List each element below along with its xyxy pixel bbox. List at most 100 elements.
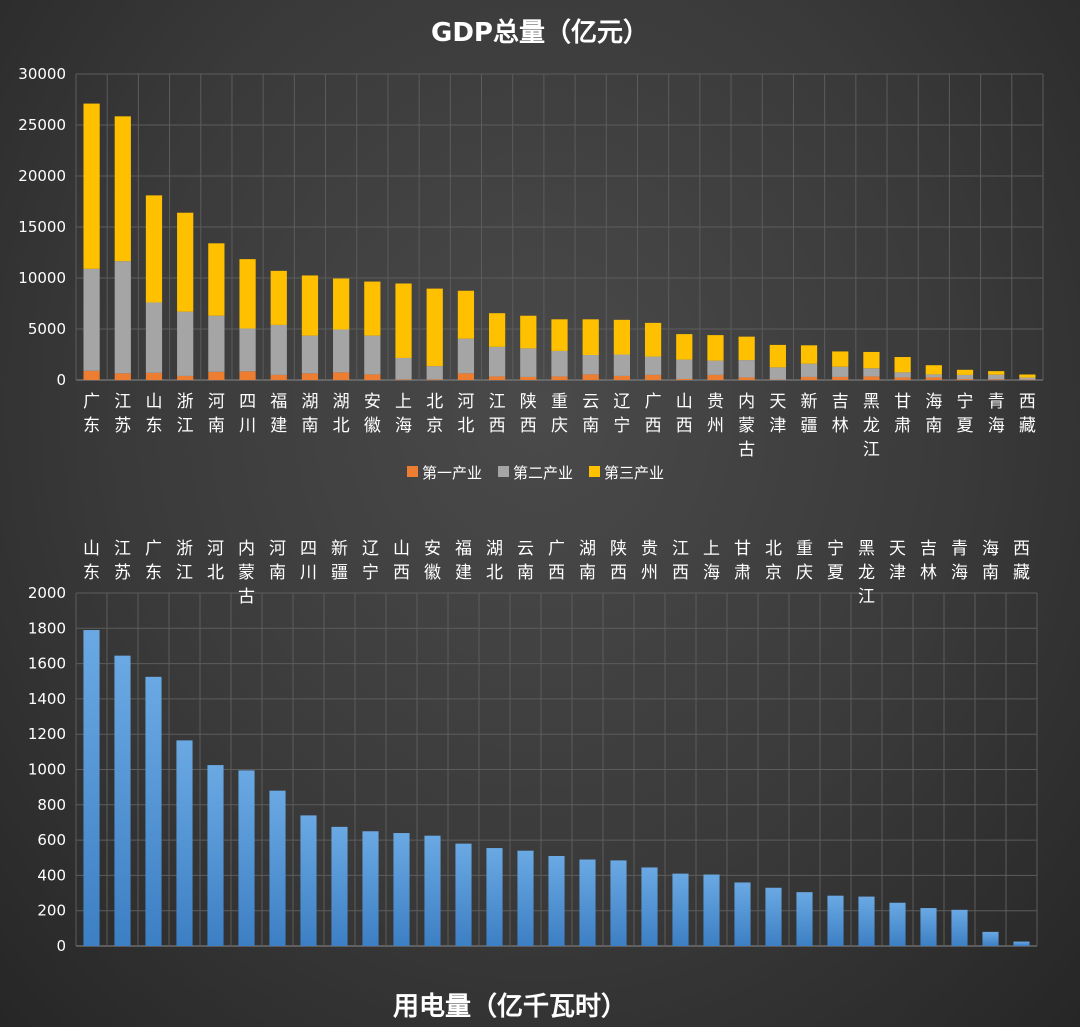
bar: [641, 867, 658, 946]
bar-segment: [114, 116, 131, 262]
bar-segment: [208, 243, 225, 316]
gdp-gridlines: [75, 73, 1044, 381]
bar: [765, 887, 782, 946]
bar-segment: [114, 261, 131, 374]
gdp-y-axis: 0 5000 10000 15000 20000 25000 30000: [18, 65, 66, 389]
y-tick-label: 1800: [28, 619, 66, 637]
electricity-y-axis: 0 200 400 600 800 1000 1200 1400 1600 1800 2000: [28, 584, 66, 955]
y-tick-label: 2000: [28, 584, 66, 602]
category-label: 内蒙古: [238, 539, 255, 607]
bar-segment: [301, 275, 319, 336]
bar-segment: [333, 278, 350, 330]
bar-segment: [333, 372, 350, 380]
category-label: 安徽: [424, 539, 441, 583]
category-label: 西藏: [1013, 539, 1030, 583]
bar-segment: [738, 360, 755, 378]
bar-segment: [956, 369, 974, 375]
bar-segment: [707, 335, 724, 361]
bar-segment: [395, 357, 412, 380]
bar-segment: [644, 322, 662, 357]
category-label: 天津: [889, 539, 906, 583]
y-tick-label: 20000: [18, 167, 66, 185]
bar: [114, 655, 131, 946]
bar-segment: [956, 374, 974, 379]
category-label: 黑龙江: [863, 392, 880, 460]
category-label: 安徽: [364, 392, 381, 436]
category-label: 山东: [145, 392, 162, 436]
bar: [548, 855, 565, 946]
category-label: 江西: [489, 392, 506, 436]
electricity-bars: [83, 630, 1030, 946]
y-tick-label: 1000: [28, 761, 66, 779]
bar: [703, 874, 720, 946]
bar: [579, 859, 596, 946]
bar-segment: [114, 373, 131, 380]
bar-segment: [239, 371, 256, 380]
bar: [300, 815, 317, 946]
y-tick-label: 600: [37, 831, 66, 849]
category-label: 新疆: [331, 539, 348, 583]
category-label: 海南: [982, 539, 999, 583]
bar: [1013, 941, 1030, 946]
bar-segment: [551, 376, 568, 380]
category-label: 湖南: [301, 392, 318, 436]
bar: [207, 765, 224, 946]
bar-segment: [894, 377, 911, 380]
bar-segment: [988, 374, 1005, 380]
category-label: 天津: [769, 392, 786, 436]
bar-segment: [177, 212, 194, 312]
category-label: 海南: [925, 392, 942, 436]
bar-segment: [613, 319, 630, 355]
category-label: 青海: [988, 392, 1005, 436]
electricity-chart: 0 200 400 600 800 1000 1200 1400 1600 1800 2000 山东…: [28, 539, 1038, 1022]
bar: [610, 860, 627, 946]
bar: [796, 892, 813, 946]
category-label: 西藏: [1019, 392, 1036, 436]
category-label: 上海: [703, 539, 720, 583]
bar-segment: [738, 336, 755, 361]
bar-segment: [364, 335, 381, 375]
legend-swatch-tertiary: [589, 466, 600, 477]
bar-segment: [364, 374, 381, 380]
bar-segment: [520, 376, 537, 380]
category-label: 青海: [951, 539, 968, 583]
gdp-chart-title: GDP总量（亿元）: [431, 18, 649, 48]
electricity-gridlines: [75, 592, 1038, 947]
category-label: 云南: [582, 392, 599, 436]
bar-segment: [800, 345, 818, 364]
bar-segment: [613, 354, 630, 376]
bar-segment: [1019, 377, 1036, 380]
bar: [951, 909, 968, 946]
gdp-legend: 第一产业 第二产业 第三产业: [407, 464, 664, 482]
category-label: 宁夏: [957, 392, 974, 436]
y-tick-label: 5000: [28, 320, 66, 338]
bar-segment: [301, 373, 319, 380]
category-label: 贵州: [707, 392, 724, 436]
category-label: 山西: [393, 539, 410, 583]
bar: [486, 848, 503, 946]
bar-segment: [270, 270, 287, 325]
bar: [858, 896, 875, 946]
bar-segment: [676, 378, 693, 380]
bar-segment: [395, 379, 412, 380]
bar: [517, 850, 534, 946]
bar: [269, 790, 286, 946]
legend-label-primary: 第一产业: [422, 464, 482, 482]
bar: [455, 843, 472, 946]
category-label: 福建: [455, 539, 472, 583]
category-label: 四川: [300, 539, 317, 583]
legend-swatch-secondary: [498, 466, 509, 477]
bar-segment: [988, 379, 1005, 380]
electricity-chart-title: 用电量（亿千瓦时）: [393, 992, 627, 1022]
y-tick-label: 10000: [18, 269, 66, 287]
bar-segment: [800, 363, 818, 377]
category-label: 广东: [83, 392, 100, 436]
category-label: 广西: [548, 539, 565, 583]
gdp-x-axis: 广东江苏山东浙江河南四川福建湖南湖北安徽上海北京河北江西陕西重庆云南辽宁广西山西…: [83, 392, 1036, 460]
y-tick-label: 25000: [18, 116, 66, 134]
category-label: 吉林: [832, 392, 849, 436]
y-tick-label: 0: [56, 371, 66, 389]
bar: [331, 826, 348, 946]
bar-segment: [270, 374, 287, 380]
